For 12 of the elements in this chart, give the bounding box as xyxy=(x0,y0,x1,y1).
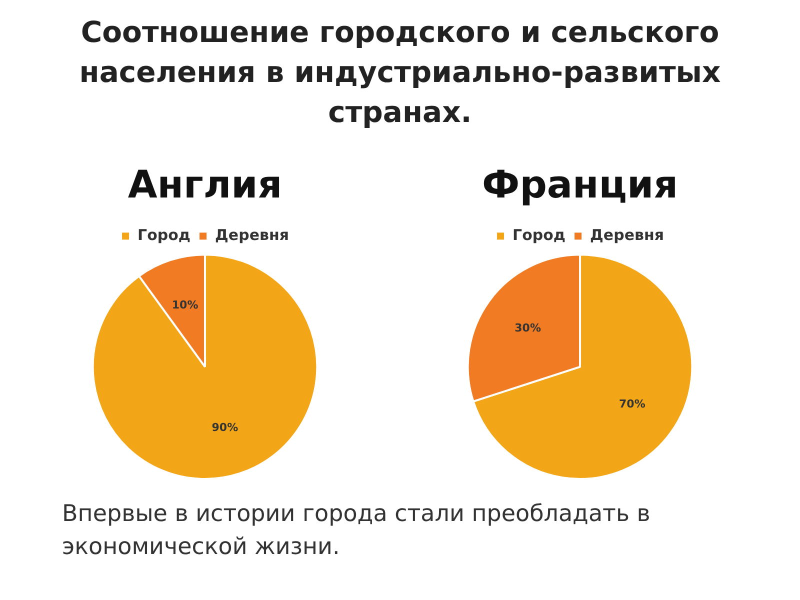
chart-title: Англия xyxy=(128,162,282,207)
data-label: 30% xyxy=(514,322,541,335)
chart-title: Франция xyxy=(482,162,678,207)
text: Соотношение городского и сельского населения в индустриально-развитых странах. xyxy=(78,14,722,131)
legend-label: Город xyxy=(138,226,191,244)
data-label: 70% xyxy=(619,398,646,411)
data-label: 90% xyxy=(212,421,238,434)
data-label: 10% xyxy=(172,298,198,312)
legend-label: Деревня xyxy=(215,226,289,244)
legend-label: Деревня xyxy=(590,226,664,244)
legend-label: Город xyxy=(512,226,566,244)
text: Впервые в истории города стали преобладать в экономической жизни. xyxy=(62,500,652,562)
